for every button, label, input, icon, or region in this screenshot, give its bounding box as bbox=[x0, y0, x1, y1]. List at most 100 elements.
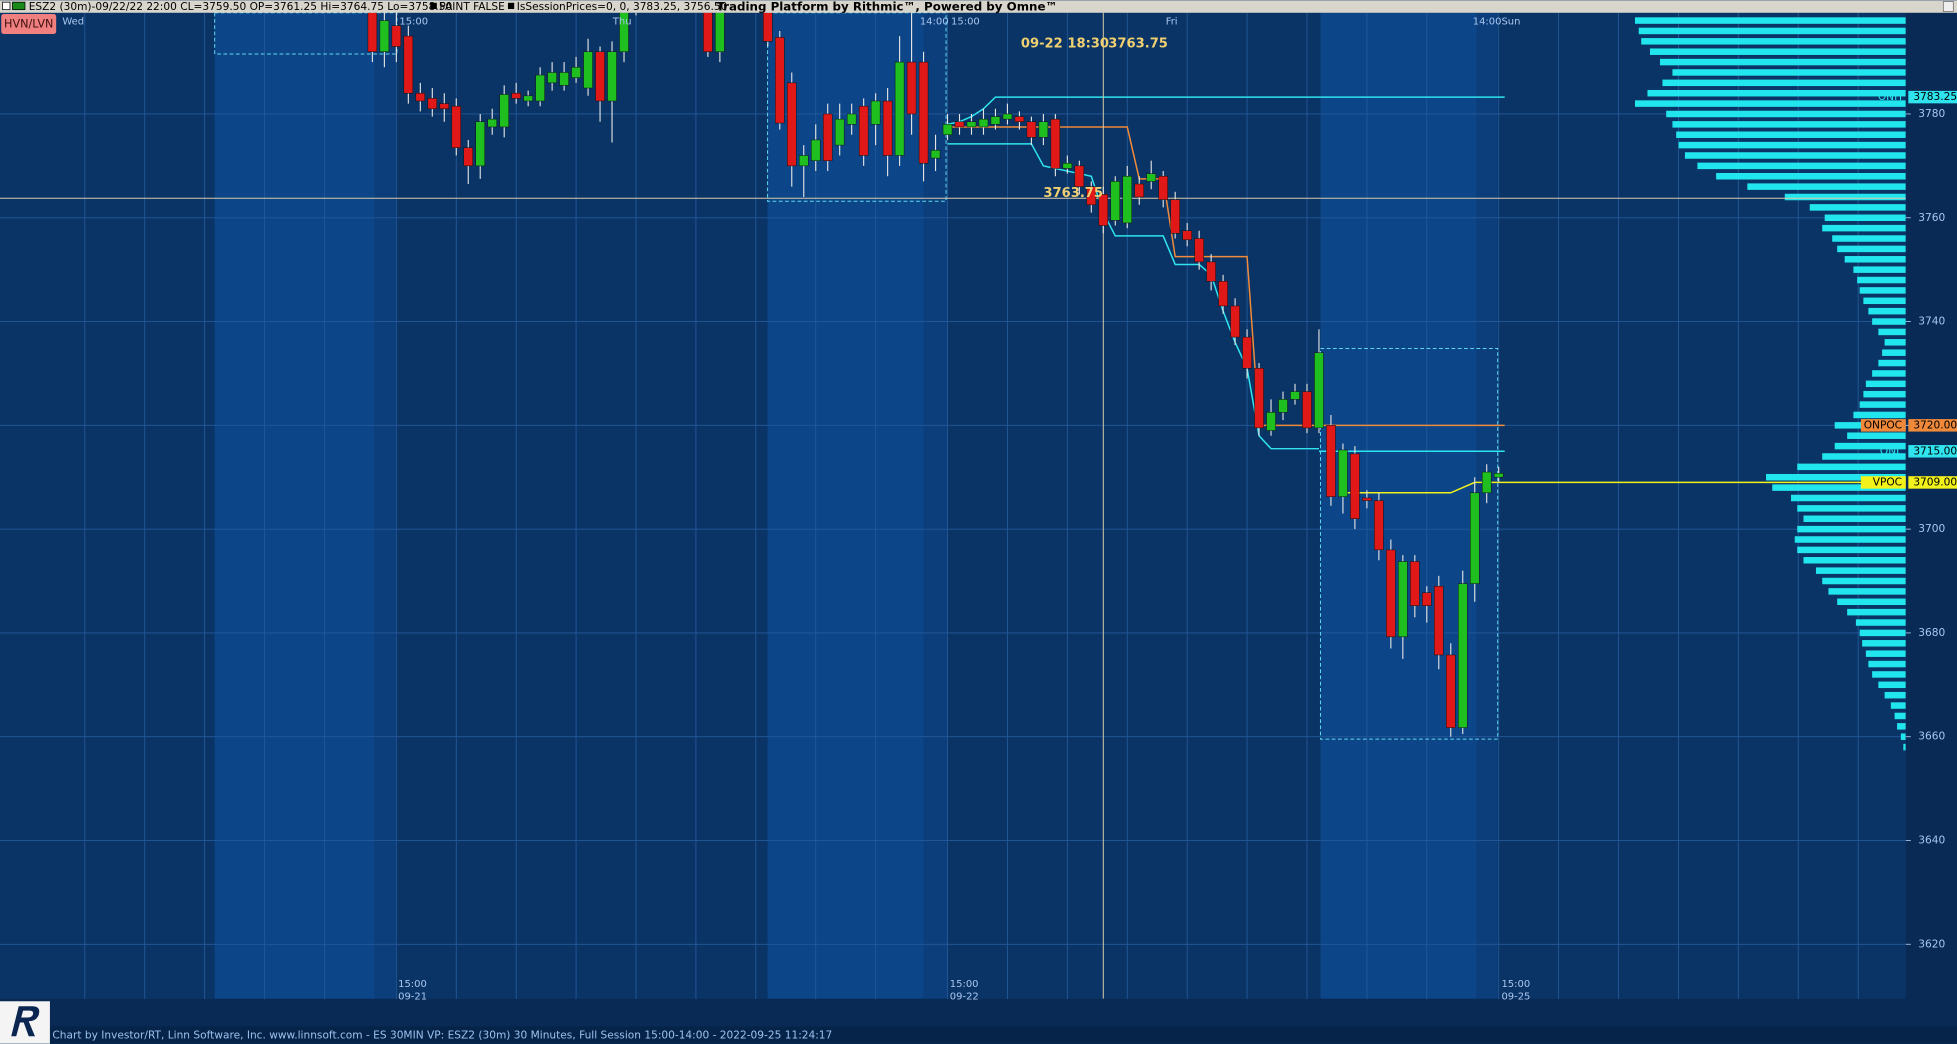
candle-body bbox=[1422, 592, 1432, 606]
checkbox[interactable] bbox=[2, 1, 11, 11]
candle-body bbox=[1146, 173, 1156, 182]
y-tick-label: 3760 bbox=[1918, 212, 1945, 224]
maximize-button[interactable] bbox=[1942, 1, 1954, 12]
profile-bar bbox=[1878, 681, 1906, 689]
profile-bar bbox=[1638, 27, 1906, 35]
profile-bar bbox=[1853, 266, 1906, 273]
candle-body bbox=[930, 150, 941, 159]
candle-body bbox=[511, 92, 521, 99]
crosshair-time: 09-22 18:30 bbox=[1021, 36, 1109, 51]
y-tick-label: 3680 bbox=[1918, 627, 1945, 639]
candle-body bbox=[1086, 186, 1097, 206]
session-band bbox=[1320, 12, 1477, 999]
session-band bbox=[374, 12, 396, 999]
session-label: 15:00 bbox=[398, 979, 427, 990]
profile-bar bbox=[1865, 380, 1906, 388]
candle-body bbox=[882, 100, 893, 156]
profile-bar bbox=[1822, 453, 1906, 460]
candle-body bbox=[906, 61, 917, 115]
candle-body bbox=[1266, 412, 1276, 431]
profile-bar bbox=[1884, 691, 1906, 699]
profile-bar bbox=[1872, 318, 1906, 325]
profile-bar bbox=[1878, 328, 1906, 336]
level-value-box bbox=[1908, 419, 1957, 432]
header-bar bbox=[0, 0, 1957, 13]
profile-bar bbox=[1634, 100, 1906, 107]
color-swatch bbox=[12, 1, 26, 11]
level-value-box bbox=[1908, 476, 1957, 489]
session-label: 09-25 bbox=[1501, 991, 1530, 1002]
candle-body bbox=[1074, 165, 1085, 187]
profile-bar bbox=[1900, 733, 1906, 740]
candle-body bbox=[775, 37, 785, 124]
profile-bar bbox=[1747, 183, 1906, 190]
candle-body bbox=[1050, 118, 1061, 169]
candle-body bbox=[1038, 121, 1049, 138]
candle-body bbox=[1122, 175, 1132, 224]
symbol-info: ESZ2 (30m)-09/22/22 22:00 CL=3759.50 OP=… bbox=[29, 1, 453, 13]
level-name: ONH bbox=[1878, 91, 1902, 103]
hvn-lvn-button[interactable] bbox=[1, 14, 57, 34]
day-label: Wed bbox=[62, 17, 84, 28]
profile-bar bbox=[1772, 484, 1906, 491]
checkbox[interactable] bbox=[507, 2, 515, 10]
candle-body bbox=[1254, 368, 1264, 429]
profile-bar bbox=[1859, 629, 1906, 637]
level-value: 3715.00 bbox=[1913, 445, 1957, 457]
profile-bar bbox=[1847, 608, 1906, 616]
level-name: ONPOC bbox=[1864, 419, 1902, 431]
candle-body bbox=[1206, 261, 1216, 282]
level-value: 3783.25 bbox=[1913, 91, 1957, 103]
candle-body bbox=[451, 105, 462, 148]
profile-bar bbox=[1822, 577, 1906, 585]
candle-body bbox=[1290, 391, 1300, 400]
candle-body bbox=[1134, 183, 1144, 198]
candle-body bbox=[1350, 453, 1360, 519]
candle-body bbox=[1469, 492, 1480, 584]
level-name-box bbox=[1860, 476, 1906, 489]
y-tick-label: 3640 bbox=[1918, 834, 1945, 846]
candle-body bbox=[367, 12, 378, 52]
candle-body bbox=[463, 147, 473, 167]
profile-bar bbox=[1894, 712, 1906, 720]
header: ESZ2 (30m)-09/22/22 22:00 CL=3759.50 OP=… bbox=[2, 0, 1954, 14]
session-band bbox=[767, 12, 924, 999]
footer: Chart by Investor/RT, Linn Software, Inc… bbox=[52, 1030, 832, 1042]
candle-body bbox=[1434, 585, 1444, 656]
profile-bar bbox=[1868, 660, 1906, 668]
profile-bar bbox=[1853, 411, 1906, 419]
candle-body bbox=[499, 94, 509, 128]
checkbox[interactable] bbox=[430, 2, 437, 10]
profile-bar bbox=[1882, 349, 1906, 356]
profile-bar bbox=[1809, 204, 1906, 211]
candle-body bbox=[715, 12, 725, 52]
profile-bar bbox=[1863, 297, 1906, 305]
candle-body bbox=[391, 25, 402, 47]
footer-bar bbox=[0, 1026, 1957, 1044]
crosshair-price-echo: 3763.75 bbox=[1043, 186, 1103, 201]
y-tick-label: 3740 bbox=[1918, 316, 1945, 328]
candle-body bbox=[799, 155, 809, 167]
logo bbox=[0, 1001, 50, 1044]
profile-bar bbox=[1794, 536, 1906, 543]
candle-body bbox=[427, 98, 438, 110]
y-tick-label: 3660 bbox=[1918, 731, 1945, 743]
profile-bar bbox=[1815, 567, 1906, 574]
candle-body bbox=[1398, 561, 1408, 638]
profile-bar bbox=[1672, 121, 1906, 128]
candle-body bbox=[571, 67, 581, 78]
y-tick-label: 3620 bbox=[1918, 938, 1945, 950]
profile-bar bbox=[1697, 162, 1906, 170]
platform-title: Trading Platform by Rithmic™, Powered by… bbox=[716, 0, 1057, 14]
candle-body bbox=[966, 121, 977, 128]
candle-body bbox=[1014, 116, 1025, 123]
profile-bar bbox=[1803, 515, 1906, 522]
profile-bar bbox=[1872, 671, 1906, 678]
session-band bbox=[214, 12, 375, 999]
profile-bar bbox=[1716, 173, 1906, 180]
session-prices: IsSessionPrices=0, 0, 3783.25, 3756.50 bbox=[517, 1, 728, 13]
candle-body bbox=[379, 20, 390, 52]
top-time-label: 15:00 bbox=[951, 17, 980, 28]
